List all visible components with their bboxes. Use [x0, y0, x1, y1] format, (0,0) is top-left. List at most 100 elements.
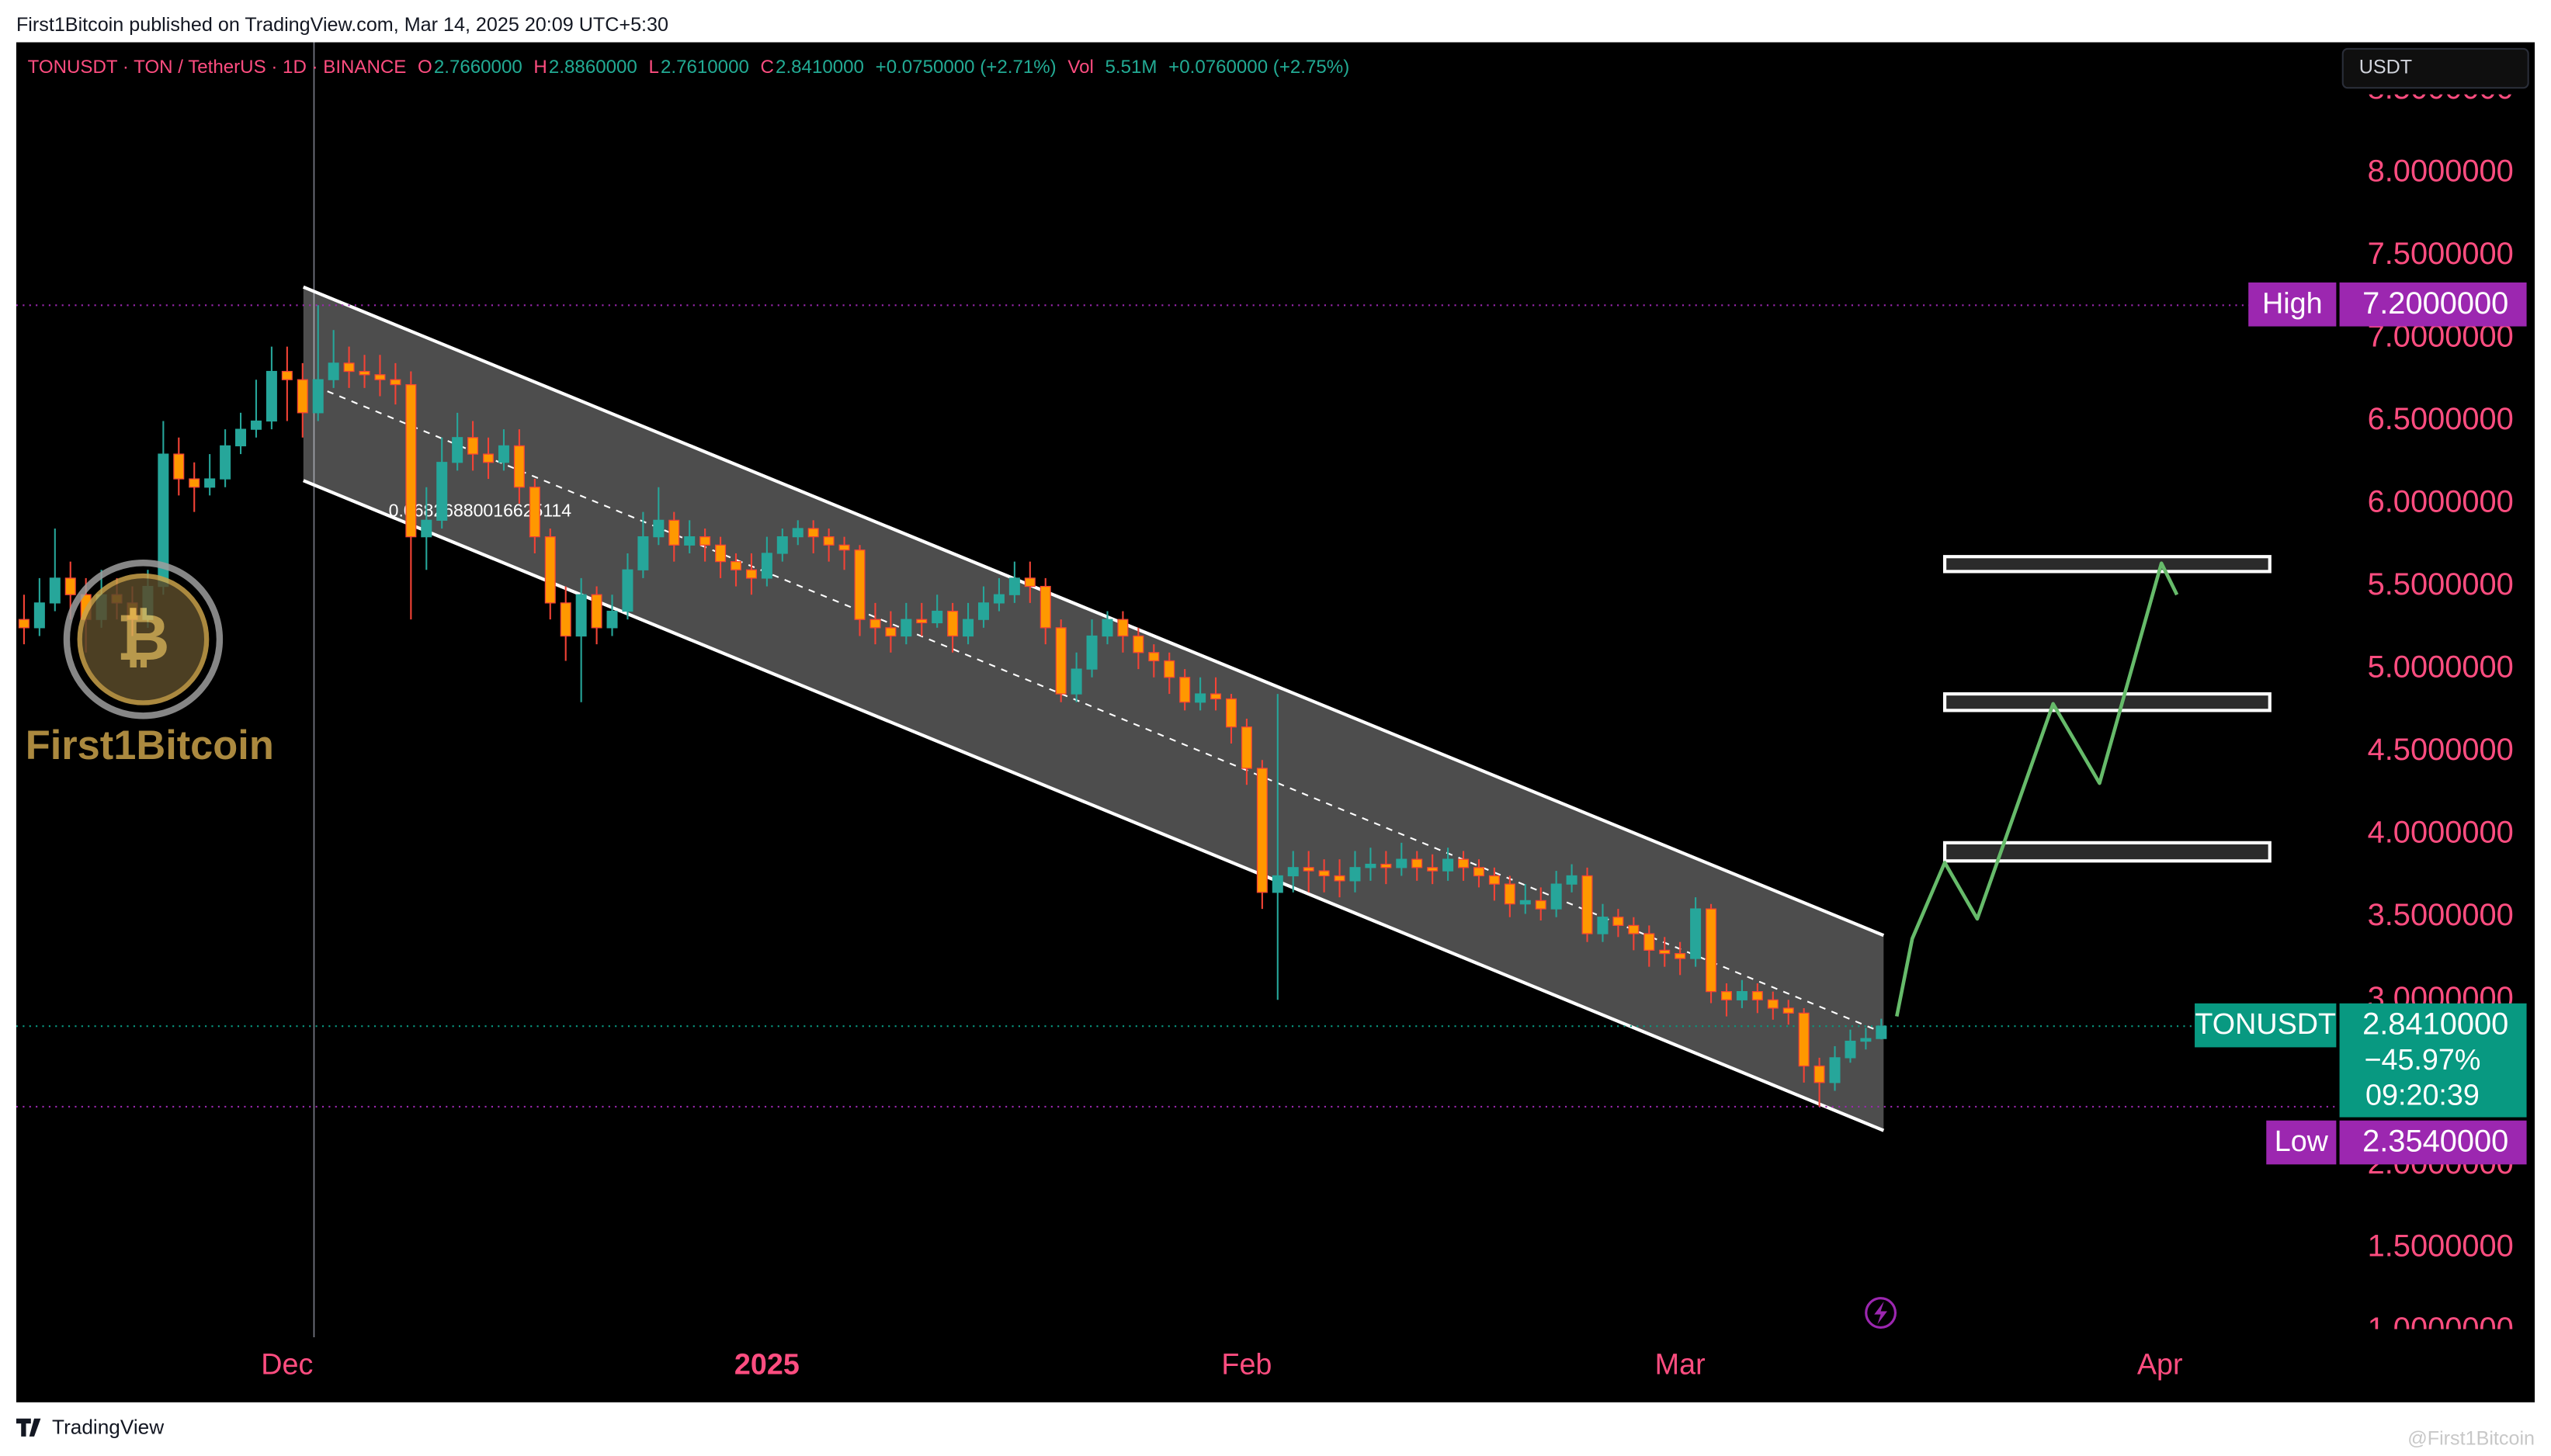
- candle-body: [281, 370, 293, 380]
- y-tick-label: 3.5000000: [2368, 898, 2514, 932]
- candle-body: [653, 519, 665, 538]
- candle-body: [483, 453, 495, 463]
- candle-body: [390, 379, 401, 386]
- candle-body: [1782, 1007, 1794, 1014]
- level-name: TONUSDT: [2195, 1007, 2336, 1040]
- candle-body: [776, 536, 788, 554]
- candle-body: [684, 536, 696, 546]
- candle-body: [544, 536, 556, 604]
- candle-body: [916, 619, 928, 624]
- candle-body: [1427, 867, 1439, 872]
- candle-body: [1133, 635, 1144, 653]
- candle-body: [1024, 577, 1036, 588]
- candle-body: [1829, 1057, 1841, 1083]
- header-item: C: [761, 57, 774, 78]
- watermark-logo: ₿ First1Bitcoin: [26, 560, 274, 768]
- header-item: 2.8860000: [549, 57, 637, 78]
- icon-ring[interactable]: [1865, 1297, 1897, 1329]
- candle-body: [1380, 863, 1392, 868]
- header-item: 2.7660000: [434, 57, 522, 78]
- candle-body: [1179, 677, 1191, 703]
- candle-body: [1272, 875, 1283, 893]
- channel-upper: [302, 285, 1885, 938]
- candle-body: [1195, 693, 1206, 703]
- x-tick-label: 2025: [734, 1348, 800, 1381]
- candle-body: [1365, 863, 1376, 868]
- candle-body: [1767, 999, 1779, 1009]
- logo-glyph: ₿: [116, 601, 169, 674]
- candle-body: [374, 374, 386, 380]
- candle-body: [1225, 698, 1237, 728]
- candle-body: [699, 536, 711, 546]
- candle-body: [560, 602, 571, 637]
- candle-body: [1071, 668, 1082, 695]
- candle-body: [1659, 949, 1671, 955]
- candle-body: [1210, 693, 1222, 700]
- candle-body: [963, 619, 974, 637]
- y-tick-label: 1.0000000: [2368, 1312, 2514, 1346]
- candle-body: [1628, 924, 1640, 934]
- level-name-box: [2266, 1120, 2337, 1165]
- header-item: TONUSDT · TON / TetherUS · 1D · BINANCE: [28, 57, 407, 78]
- candle-body: [18, 619, 30, 629]
- candle-body: [64, 577, 76, 595]
- candle-body: [436, 462, 448, 521]
- candle-body: [668, 519, 680, 546]
- candle-body: [1148, 652, 1160, 662]
- candle-body: [792, 528, 803, 538]
- candle-body: [622, 569, 633, 612]
- candle-body: [1535, 900, 1546, 910]
- y-tick-label: 7.5000000: [2368, 237, 2514, 271]
- candle-body: [1612, 917, 1624, 927]
- currency-button[interactable]: [2341, 47, 2529, 89]
- currency-label[interactable]: USDT: [2359, 57, 2412, 78]
- lightning-icon[interactable]: [1865, 1297, 1897, 1329]
- y-tick-label: 4.5000000: [2368, 733, 2514, 767]
- candle-body: [220, 445, 231, 480]
- candle-body: [1318, 870, 1330, 877]
- candle-body: [1504, 883, 1515, 905]
- candle-body: [1458, 858, 1470, 868]
- candle-body: [807, 528, 819, 538]
- candle-body: [1876, 1025, 1887, 1039]
- candle-body: [421, 519, 432, 538]
- candle-body: [1813, 1065, 1825, 1083]
- candle-body: [328, 362, 339, 380]
- candle-body: [1845, 1040, 1856, 1059]
- candle-body: [529, 487, 540, 538]
- candle-body: [1597, 917, 1609, 934]
- brand-name: TradingView: [52, 1415, 164, 1438]
- level-value-box: [2339, 282, 2527, 327]
- level-name-box: [2195, 1003, 2337, 1048]
- annotation: 0.06826880016625114: [389, 501, 572, 521]
- level-value: 2.3540000: [2362, 1125, 2508, 1159]
- candle-body: [993, 594, 1005, 604]
- candle-body: [1550, 883, 1562, 910]
- y-tick-label: 6.5000000: [2368, 402, 2514, 436]
- plot: 0.06826880016625114: [16, 285, 2338, 1132]
- candle-body: [297, 379, 308, 414]
- projection-path: [1895, 561, 2179, 1017]
- x-tick-label: Feb: [1221, 1348, 1272, 1381]
- candle-body: [761, 553, 772, 579]
- candle-body: [1860, 1038, 1872, 1042]
- header-item: O: [418, 57, 432, 78]
- level-change: −45.97%: [2364, 1043, 2480, 1076]
- header-item: 2.8410000: [776, 57, 864, 78]
- level-name-box: [2248, 282, 2337, 327]
- candle-body: [637, 536, 649, 570]
- candle-body: [467, 437, 479, 455]
- candle-body: [1751, 991, 1763, 1000]
- y-tick-label: 5.5000000: [2368, 567, 2514, 601]
- y-tick-label: 6.0000000: [2368, 485, 2514, 519]
- channel-lower: [302, 479, 1885, 1132]
- candle-body: [1241, 726, 1252, 769]
- y-tick-label: 4.0000000: [2368, 816, 2514, 850]
- candle-body: [1117, 619, 1129, 637]
- brand: TradingView: [16, 1415, 164, 1438]
- candle-body: [606, 610, 618, 629]
- header-item: H: [533, 57, 547, 78]
- y-tick-label: 1.5000000: [2368, 1229, 2514, 1263]
- icon-bolt[interactable]: [1874, 1301, 1887, 1325]
- candle-body: [838, 544, 850, 551]
